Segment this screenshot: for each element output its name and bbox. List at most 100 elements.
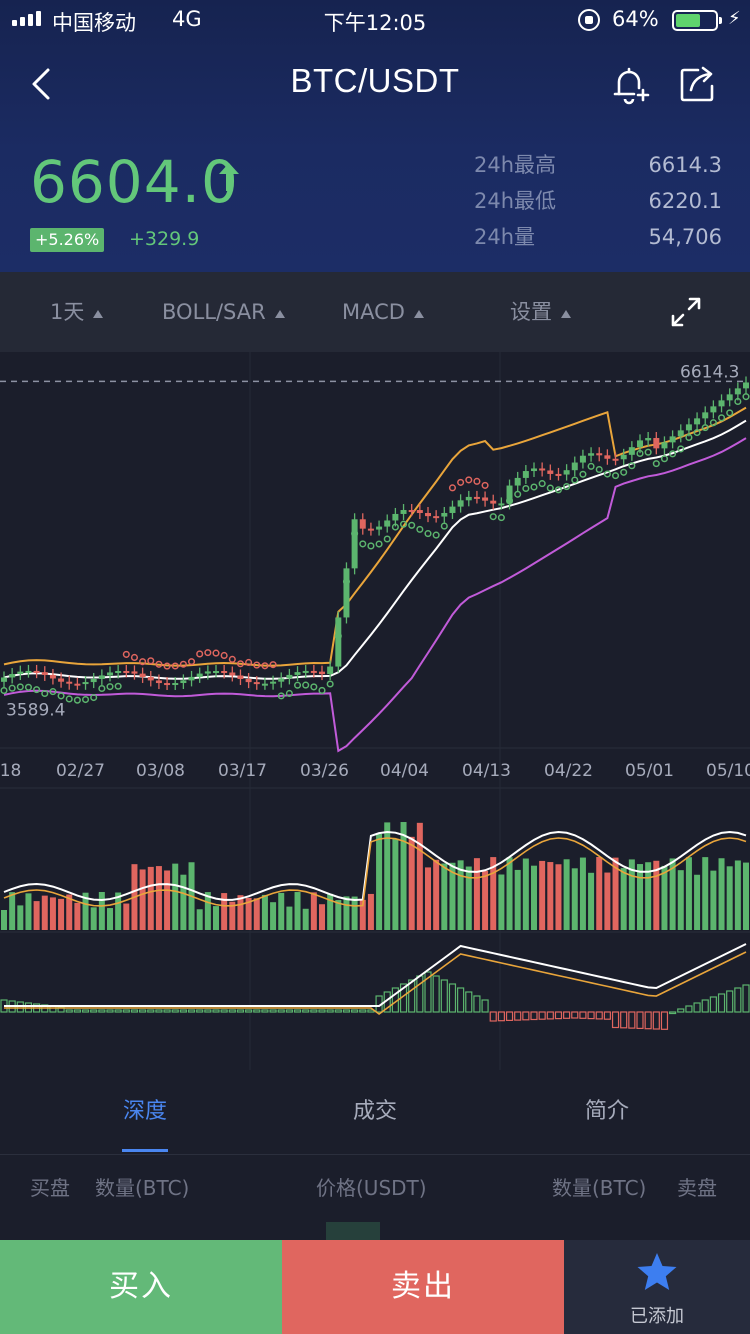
candle [547,470,554,474]
candle [588,453,595,456]
macd-bar [269,1009,277,1013]
volume-bar [571,868,578,930]
sar-dot [571,476,579,484]
volume-bar [41,895,48,930]
main-indicator-dropdown[interactable]: BOLL/SAR [162,272,285,352]
fullscreen-icon[interactable] [668,294,704,330]
sar-dot [457,478,465,486]
tab-depth[interactable]: 深度 [122,1099,167,1124]
macd-bar [726,990,734,1013]
interval-dropdown[interactable]: 1天 [50,272,104,352]
volume-bar [66,894,73,930]
candle [743,382,749,389]
buy-button[interactable]: 买入 [0,1240,282,1334]
candle [669,436,676,443]
volume-bar [204,892,211,930]
x-tick-label: 03/17 [218,761,267,781]
volume-bar [620,868,627,930]
sar-dot [49,688,57,696]
sar-dot [139,658,147,666]
volume-bar [147,866,154,930]
macd-bar [611,1011,620,1029]
macd-bar [130,1009,139,1013]
bell-plus-icon[interactable] [608,62,652,106]
stat-label: 24h量 [474,225,536,249]
tab-trades[interactable]: 成交 [352,1099,397,1124]
candle [702,412,709,419]
favorite-button[interactable]: 已添加 [564,1240,750,1334]
macd-bar [522,1011,530,1021]
candle [155,680,162,684]
sar-dot [530,483,538,491]
volume-bar [522,858,529,930]
macd-bar [644,1011,652,1030]
candle [522,471,529,478]
volume-bar [9,892,16,930]
detail-tabs: 深度 成交 简介 [0,1070,750,1154]
candle [172,683,179,686]
sar-dot [538,480,546,488]
volume-bar [628,859,635,930]
volume-bar [253,898,260,930]
volume-bar [661,865,668,930]
candle [123,670,130,673]
macd-bar [261,1009,269,1013]
sar-dot [652,460,660,468]
settings-dropdown[interactable]: 设置 [510,272,571,352]
candle [457,500,464,507]
caret-up-icon [93,310,104,318]
candle [653,438,660,449]
macd-bar [579,1011,587,1019]
macd-bar [334,1009,342,1013]
volume-bar [180,874,187,930]
sar-dot [204,649,212,657]
sar-dot [359,540,367,548]
candle [229,672,236,676]
sar-dot [212,649,220,657]
sub-indicator-dropdown[interactable]: MACD [342,272,424,352]
volume-bar [718,858,725,930]
share-icon[interactable] [676,62,720,106]
tab-intro[interactable]: 简介 [584,1099,629,1124]
volume-ma-line [3,830,747,901]
x-tick-label: 04/04 [380,761,429,781]
sar-dot [497,514,505,522]
volume-bar [213,906,219,930]
macd-bar [514,1011,522,1021]
volume-bar [229,901,236,930]
sar-dot [122,650,130,658]
macd-dif-line [4,943,747,1007]
macd-bar [457,987,465,1013]
volume-bar [400,822,407,930]
battery-level [676,14,700,27]
sar-dot [24,683,33,691]
sar-dot [465,476,473,484]
sar-dot [106,683,114,691]
volume-bar [221,893,228,930]
candle [147,676,154,681]
x-tick-label: 04/13 [462,761,511,781]
macd-bar [505,1011,514,1021]
kline-chart-svg[interactable]: /18 02/27 03/08 03/17 03/26 04/04 04/13 04/22 05… [0,352,750,1070]
volume-bar [685,857,692,930]
volume-bar [270,902,277,930]
macd-bar [636,1011,644,1029]
macd-bar [163,1009,171,1013]
ticker-stats: 24h最高 6614.3 24h最低 6220.1 24h量 54,706 [474,150,722,258]
kline-chart[interactable]: /18 02/27 03/08 03/17 03/26 04/04 04/13 04/22 05… [0,352,750,1070]
sell-button[interactable]: 卖出 [282,1240,564,1334]
volume-bar [376,834,383,930]
sar-dot [130,653,139,662]
volume-bar [612,857,619,930]
star-icon [637,1253,677,1290]
volume-bar [90,907,97,930]
volume-bar [33,901,40,930]
candle [539,468,546,471]
sar-dot [261,662,269,670]
candle [685,424,692,431]
candle [310,670,317,673]
sar-dot [326,680,334,688]
chevron-left-icon[interactable] [24,62,64,106]
sar-dot [595,465,603,474]
candle [1,677,7,682]
